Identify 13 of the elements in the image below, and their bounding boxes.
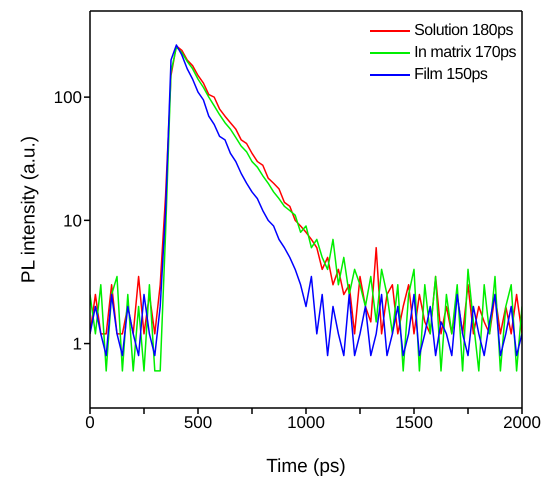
x-axis-title: Time (ps) bbox=[266, 456, 346, 477]
legend-label: Film 150ps bbox=[414, 66, 488, 84]
x-tick-label: 2000 bbox=[503, 413, 541, 432]
x-tick-label: 500 bbox=[184, 413, 212, 432]
legend-label: In matrix 170ps bbox=[414, 44, 516, 62]
x-tick-label: 0 bbox=[85, 413, 95, 432]
x-tick-label: 1000 bbox=[287, 413, 325, 432]
y-tick-label: 100 bbox=[54, 88, 82, 108]
y-axis-title: PL intensity (a.u.) bbox=[18, 136, 40, 284]
legend-label: Solution 180ps bbox=[414, 22, 513, 40]
y-tick-label: 1 bbox=[72, 334, 82, 354]
x-tick-label: 1500 bbox=[395, 413, 433, 432]
y-tick-label: 10 bbox=[63, 211, 82, 230]
